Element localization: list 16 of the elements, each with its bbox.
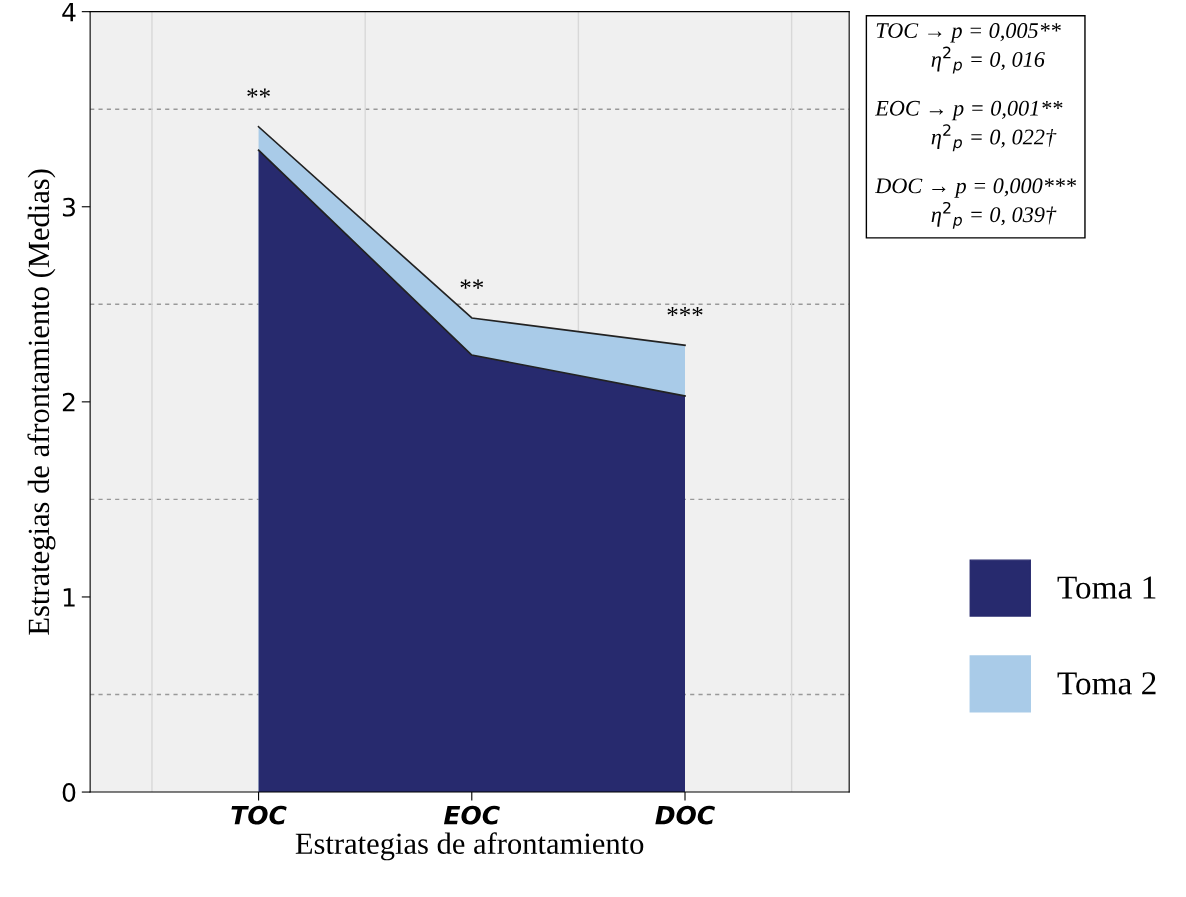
y-axis-title: Estrategias de afrontamiento (Medias) xyxy=(27,169,56,635)
legend-label: Toma 2 xyxy=(1057,672,1156,695)
y-tick-label: 2 xyxy=(62,392,75,412)
y-tick-label: 1 xyxy=(63,588,75,607)
x-tick-label: TOC xyxy=(231,805,287,825)
y-tick-label: 0 xyxy=(62,782,76,802)
y-tick-label: 4 xyxy=(62,2,76,22)
text: TOC → p = 0,005** η$^{2}$$_{p}$ = 0, 016 EOC → p = 0,001** η$^{2}$$_{p}$ = 0, 022† DOC → p = 0,000*** η$^{2}$$_{p}$ = 0, 039† xyxy=(875,23,1077,229)
legend-label: Toma 1 xyxy=(1057,576,1156,599)
x-tick-label: EOC xyxy=(443,805,500,825)
annotation: ** xyxy=(247,88,270,98)
annotation: ** xyxy=(460,279,484,289)
x-tick-label: DOC xyxy=(655,805,715,825)
annotation: *** xyxy=(667,306,703,317)
y-tick-label: 3 xyxy=(62,197,75,217)
x-axis-title: Estrategias de afrontamiento xyxy=(295,832,644,861)
